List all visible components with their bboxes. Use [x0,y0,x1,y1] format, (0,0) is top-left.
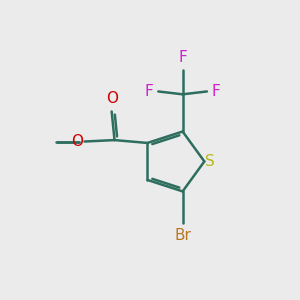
Text: Br: Br [174,228,191,243]
Text: O: O [106,91,118,106]
Text: methyl: methyl [51,141,56,142]
Text: F: F [212,84,220,99]
Text: S: S [205,154,214,169]
Text: F: F [145,84,153,99]
Text: O: O [71,134,83,149]
Text: F: F [178,50,187,65]
